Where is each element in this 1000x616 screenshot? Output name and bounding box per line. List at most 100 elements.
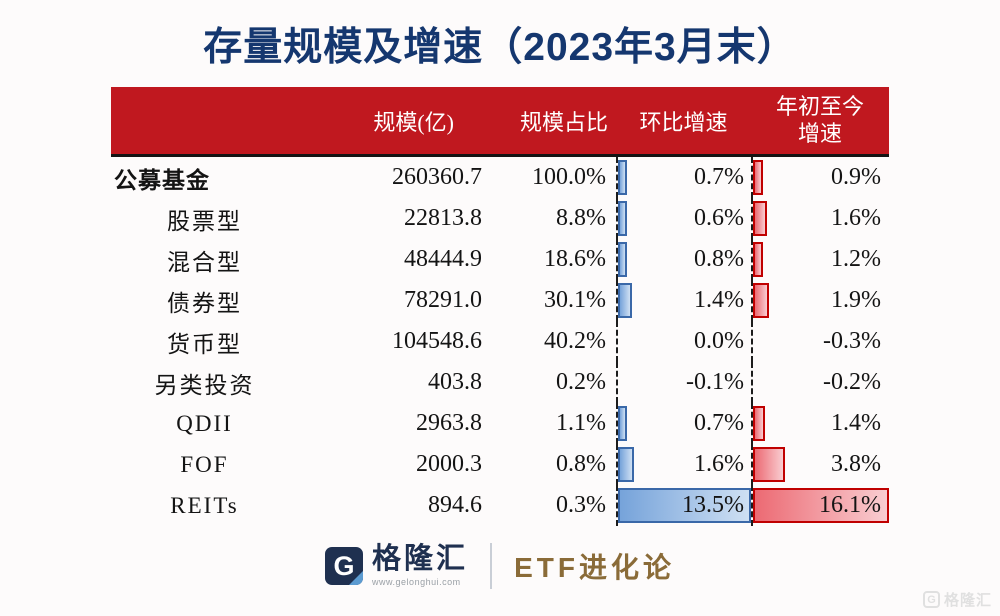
blue-data-bar: [618, 160, 628, 195]
ytd-value: 0.9%: [831, 164, 881, 190]
mom-value: 0.7%: [694, 164, 744, 190]
row-label: 债券型: [167, 290, 242, 316]
red-data-bar: [753, 201, 767, 236]
header-ytd-line1: 年初至今: [775, 94, 864, 120]
row-label: QDII: [176, 410, 233, 436]
table-row: QDII 2963.8 1.1% 0.7% 1.4%: [111, 403, 889, 444]
share-value: 100.0%: [532, 164, 606, 190]
footer: G 格隆汇 www.gelonghui.com ETF进化论: [0, 543, 1000, 589]
table-row: 公募基金 260360.7 100.0% 0.7% 0.9%: [111, 157, 889, 198]
scale-value: 78291.0: [404, 287, 482, 313]
ytd-value-cell: 16.1%: [751, 485, 889, 526]
scale-value: 894.6: [428, 492, 482, 518]
blue-data-bar: [618, 447, 634, 482]
scale-value: 22813.8: [404, 205, 482, 231]
table-row: 债券型 78291.0 30.1% 1.4% 1.9%: [111, 280, 889, 321]
watermark: G 格隆汇: [922, 589, 992, 610]
row-label: 货币型: [167, 331, 242, 357]
table-row: 另类投资 403.8 0.2% -0.1% -0.2%: [111, 362, 889, 403]
brand-name: 格隆汇: [372, 543, 469, 575]
row-label: 公募基金: [114, 167, 210, 193]
ytd-value: 3.8%: [831, 451, 881, 477]
mom-value: 13.5%: [682, 492, 744, 518]
share-value: 0.8%: [556, 451, 606, 477]
header-mom-growth: 环比增速: [639, 109, 728, 135]
share-value: 18.6%: [544, 246, 606, 272]
mom-value-cell: 0.7%: [616, 403, 751, 444]
table-row: 股票型 22813.8 8.8% 0.6% 1.6%: [111, 198, 889, 239]
scale-value: 48444.9: [404, 246, 482, 272]
mom-value-cell: 1.4%: [616, 280, 751, 321]
mom-value-cell: 1.6%: [616, 444, 751, 485]
ytd-value: 16.1%: [819, 492, 881, 518]
mom-value: 0.8%: [694, 246, 744, 272]
ytd-value: 1.2%: [831, 246, 881, 272]
row-label: REITs: [170, 492, 239, 518]
ytd-value: -0.3%: [823, 328, 881, 354]
row-label: 股票型: [167, 208, 242, 234]
table-row: 货币型 104548.6 40.2% 0.0% -0.3%: [111, 321, 889, 362]
mom-value: 1.6%: [694, 451, 744, 477]
header-scale: 规模(亿): [373, 109, 454, 135]
fund-size-table: 规模(亿) 规模占比 环比增速 年初至今 增速 公募基金 260360.7 100.…: [111, 87, 889, 526]
scale-value: 260360.7: [392, 164, 482, 190]
table-body: 公募基金 260360.7 100.0% 0.7% 0.9% 股票型 22813.8 8.8%…: [111, 157, 889, 526]
mom-value: 0.6%: [694, 205, 744, 231]
table-row: FOF 2000.3 0.8% 1.6% 3.8%: [111, 444, 889, 485]
table-row: REITs 894.6 0.3% 13.5% 16.1%: [111, 485, 889, 526]
share-value: 30.1%: [544, 287, 606, 313]
row-label: 混合型: [167, 249, 242, 275]
red-data-bar: [753, 283, 770, 318]
footer-divider: [490, 543, 493, 589]
watermark-text: 格隆汇: [943, 592, 992, 609]
mom-value-cell: -0.1%: [616, 362, 751, 403]
header-share: 规模占比: [519, 109, 608, 135]
share-value: 40.2%: [544, 328, 606, 354]
ytd-value: -0.2%: [823, 369, 881, 395]
share-value: 1.1%: [556, 410, 606, 436]
ytd-value-cell: 1.4%: [751, 403, 889, 444]
scale-value: 403.8: [428, 369, 482, 395]
mom-value-cell: 0.6%: [616, 198, 751, 239]
share-value: 0.3%: [556, 492, 606, 518]
table-row: 混合型 48444.9 18.6% 0.8% 1.2%: [111, 239, 889, 280]
blue-data-bar: [618, 201, 628, 236]
watermark-logo-icon: G: [922, 591, 940, 608]
row-label: FOF: [180, 451, 229, 477]
red-data-bar: [753, 160, 763, 195]
red-data-bar: [753, 447, 786, 482]
gelonghui-logo-icon: G: [325, 547, 364, 585]
ytd-value-cell: 1.9%: [751, 280, 889, 321]
red-data-bar: [753, 488, 889, 523]
ytd-value-cell: -0.2%: [751, 362, 889, 403]
ytd-value-cell: 1.2%: [751, 239, 889, 280]
header-ytd-line2: 增速: [797, 120, 842, 146]
share-value: 8.8%: [556, 205, 606, 231]
mom-value-cell: 0.7%: [616, 157, 751, 198]
blue-data-bar: [618, 283, 632, 318]
blue-data-bar: [618, 488, 751, 523]
ytd-value: 1.4%: [831, 410, 881, 436]
blue-data-bar: [618, 242, 628, 277]
brand-block: 格隆汇 www.gelonghui.com: [372, 545, 468, 587]
mom-value: 1.4%: [694, 287, 744, 313]
blue-data-bar: [618, 406, 628, 441]
mom-value: 0.0%: [694, 328, 744, 354]
scale-value: 104548.6: [392, 328, 482, 354]
red-data-bar: [753, 242, 764, 277]
header-ytd-growth: 年初至今 增速: [751, 94, 889, 147]
table-header-row: 规模(亿) 规模占比 环比增速 年初至今 增速: [111, 87, 889, 157]
scale-value: 2963.8: [416, 410, 482, 436]
page-title: 存量规模及增速（2023年3月末）: [203, 26, 797, 69]
ytd-value-cell: 1.6%: [751, 198, 889, 239]
ytd-value-cell: -0.3%: [751, 321, 889, 362]
red-data-bar: [753, 406, 765, 441]
mom-value: 0.7%: [694, 410, 744, 436]
mom-value-cell: 13.5%: [616, 485, 751, 526]
ytd-value: 1.6%: [831, 205, 881, 231]
gelonghui-logo: G 格隆汇 www.gelonghui.com: [325, 545, 468, 587]
mom-value-cell: 0.0%: [616, 321, 751, 362]
mom-value-cell: 0.8%: [616, 239, 751, 280]
brand-url: www.gelonghui.com: [372, 577, 461, 587]
